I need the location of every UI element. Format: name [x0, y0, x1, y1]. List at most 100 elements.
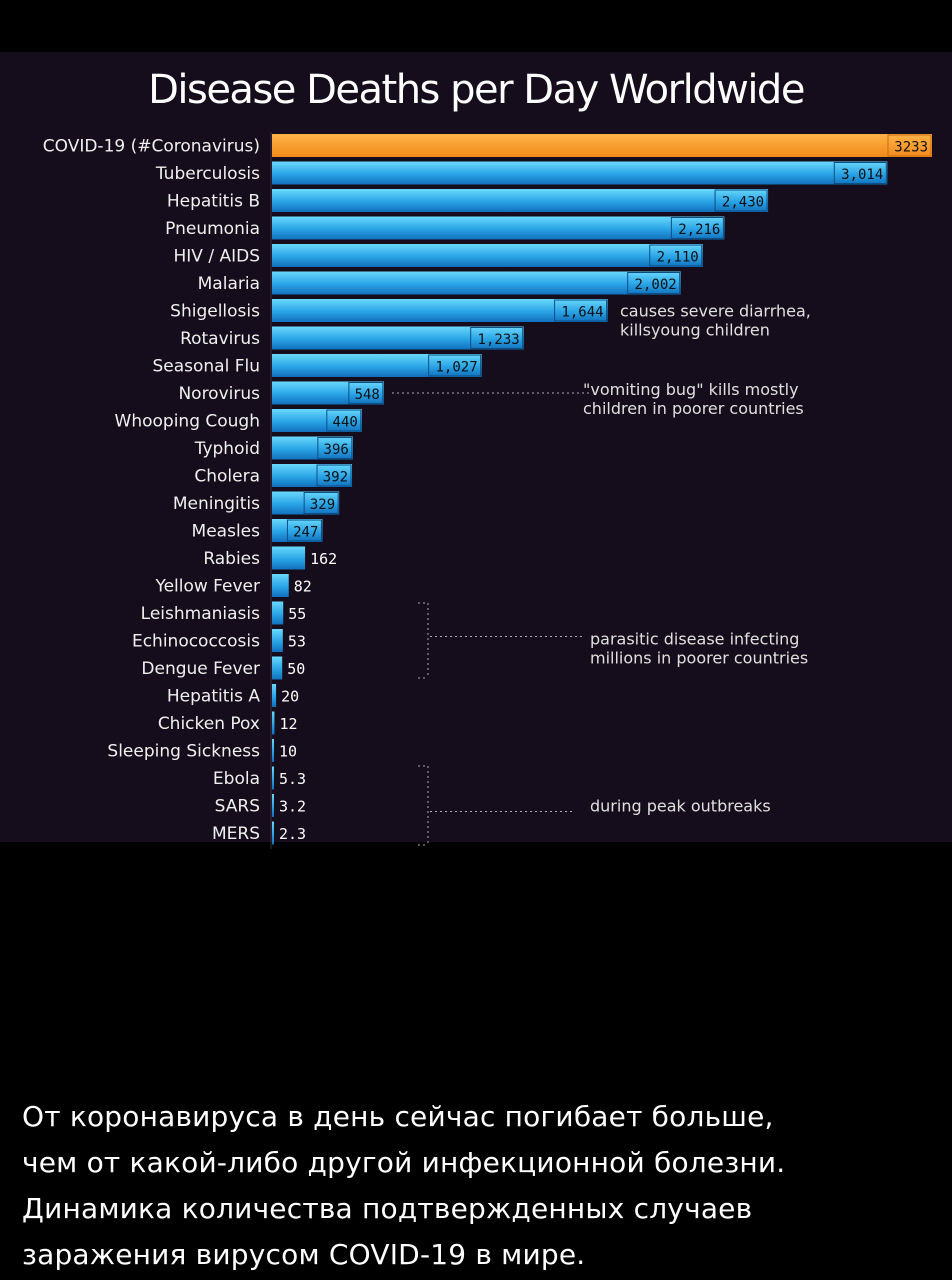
value-label: 2,216	[678, 222, 720, 238]
value-label-box	[714, 189, 768, 212]
category-label: Hepatitis B	[167, 192, 260, 212]
value-label: 396	[324, 442, 349, 458]
value-label: 440	[333, 415, 358, 431]
value-label: 3,014	[841, 167, 883, 183]
value-label-box	[428, 354, 482, 377]
bar	[272, 189, 769, 212]
bar	[272, 409, 362, 432]
value-label-box	[326, 409, 362, 432]
bar	[272, 134, 932, 157]
value-label: 20	[281, 688, 299, 706]
category-label: Sleeping Sickness	[107, 742, 260, 762]
bar	[272, 161, 888, 185]
value-label: 82	[294, 578, 312, 596]
value-label-box	[286, 519, 322, 542]
bar	[272, 381, 384, 405]
category-label: Chicken Pox	[158, 714, 260, 734]
value-label: 1,233	[478, 332, 520, 348]
category-label: Ebola	[213, 769, 260, 789]
value-label: 329	[310, 497, 335, 513]
category-label: Rabies	[203, 549, 260, 569]
category-label: Cholera	[194, 467, 260, 487]
value-label: 2,430	[722, 195, 764, 211]
value-label-box	[833, 162, 887, 184]
value-label-box	[627, 272, 681, 294]
bar	[272, 739, 275, 762]
bar	[272, 574, 289, 597]
caption-line: От коронавируса в день сейчас погибает б…	[22, 1100, 774, 1133]
bar	[272, 711, 275, 735]
value-label: 55	[288, 605, 306, 623]
annotation-text: causes severe diarrhea,	[620, 302, 811, 321]
bar	[272, 326, 524, 350]
annotation-text: "vomiting bug" kills mostly	[583, 380, 799, 399]
value-label: 3.2	[279, 798, 306, 816]
value-label: 1,027	[436, 360, 478, 376]
value-label: 5.3	[279, 770, 306, 788]
category-label: Measles	[192, 522, 261, 542]
category-label: Dengue Fever	[141, 659, 260, 679]
annotation-text: during peak outbreaks	[590, 797, 771, 816]
value-label: 2,002	[635, 277, 677, 293]
bar	[272, 436, 353, 460]
value-label-box	[554, 299, 608, 322]
bar	[272, 684, 277, 707]
value-label: 10	[279, 743, 297, 761]
caption-line: чем от какой-либо другой инфекционной бо…	[22, 1146, 786, 1179]
chart-title: Disease Deaths per Day Worldwide	[148, 67, 805, 113]
category-label: Leishmaniasis	[141, 604, 260, 624]
caption-line: Динамика количества подтвержденных случа…	[22, 1192, 753, 1225]
bar	[272, 794, 274, 817]
category-label: MERS	[212, 824, 260, 844]
value-label: 2.3	[279, 825, 306, 843]
category-label: Hepatitis A	[167, 687, 260, 707]
value-label-box	[303, 492, 339, 514]
annotation-text: millions in poorer countries	[590, 649, 808, 668]
category-label: Malaria	[198, 274, 260, 294]
bars-layer: COVID-19 (#Coronavirus) 3233 Tuberculosis 3…	[43, 132, 932, 849]
category-label: Rotavirus	[180, 329, 260, 349]
annotation-text: killsyoung children	[620, 321, 770, 340]
annotation-text: parasitic disease infecting	[590, 630, 799, 649]
annotation-text: children in poorer countries	[583, 399, 804, 418]
value-label: 50	[287, 660, 305, 678]
bar	[272, 271, 681, 295]
category-label: Seasonal Flu	[152, 357, 260, 377]
category-label: Yellow Fever	[154, 577, 260, 597]
value-label: 548	[355, 387, 380, 403]
value-label-box	[887, 134, 932, 157]
bar	[272, 299, 608, 322]
bar	[272, 766, 274, 790]
bar	[272, 601, 284, 625]
bar	[272, 244, 703, 267]
value-label: 392	[323, 470, 348, 486]
bar-chart: COVID-19 (#Coronavirus) 3233 Tuberculosis 3…	[43, 132, 932, 849]
value-label-box	[317, 437, 353, 459]
bar	[272, 354, 482, 377]
value-label: 3233	[894, 140, 928, 156]
bar	[272, 491, 340, 515]
caption-line: заражения вирусом COVID-19 в мире.	[22, 1238, 586, 1271]
category-label: COVID-19 (#Coronavirus)	[43, 137, 260, 157]
value-label: 53	[288, 633, 306, 651]
category-label: HIV / AIDS	[174, 247, 261, 267]
value-label: 247	[293, 525, 318, 541]
value-label-box	[348, 382, 384, 404]
value-label: 162	[310, 550, 337, 568]
bar	[272, 629, 283, 652]
value-label-box	[316, 464, 352, 487]
bar	[272, 656, 283, 680]
category-label: Echinococcosis	[132, 632, 260, 652]
value-label: 2,110	[657, 250, 699, 266]
category-label: Tuberculosis	[155, 164, 260, 184]
value-label: 1,644	[561, 305, 603, 321]
value-label-box	[670, 217, 724, 239]
category-label: Shigellosis	[170, 302, 260, 322]
annotations-layer: causes severe diarrhea,killsyoung childr…	[392, 302, 811, 846]
bar	[272, 519, 323, 542]
value-label-box	[470, 327, 524, 349]
category-label: Typhoid	[194, 439, 260, 459]
category-label: SARS	[215, 797, 260, 817]
category-label: Pneumonia	[165, 219, 260, 239]
value-label: 12	[279, 715, 297, 733]
